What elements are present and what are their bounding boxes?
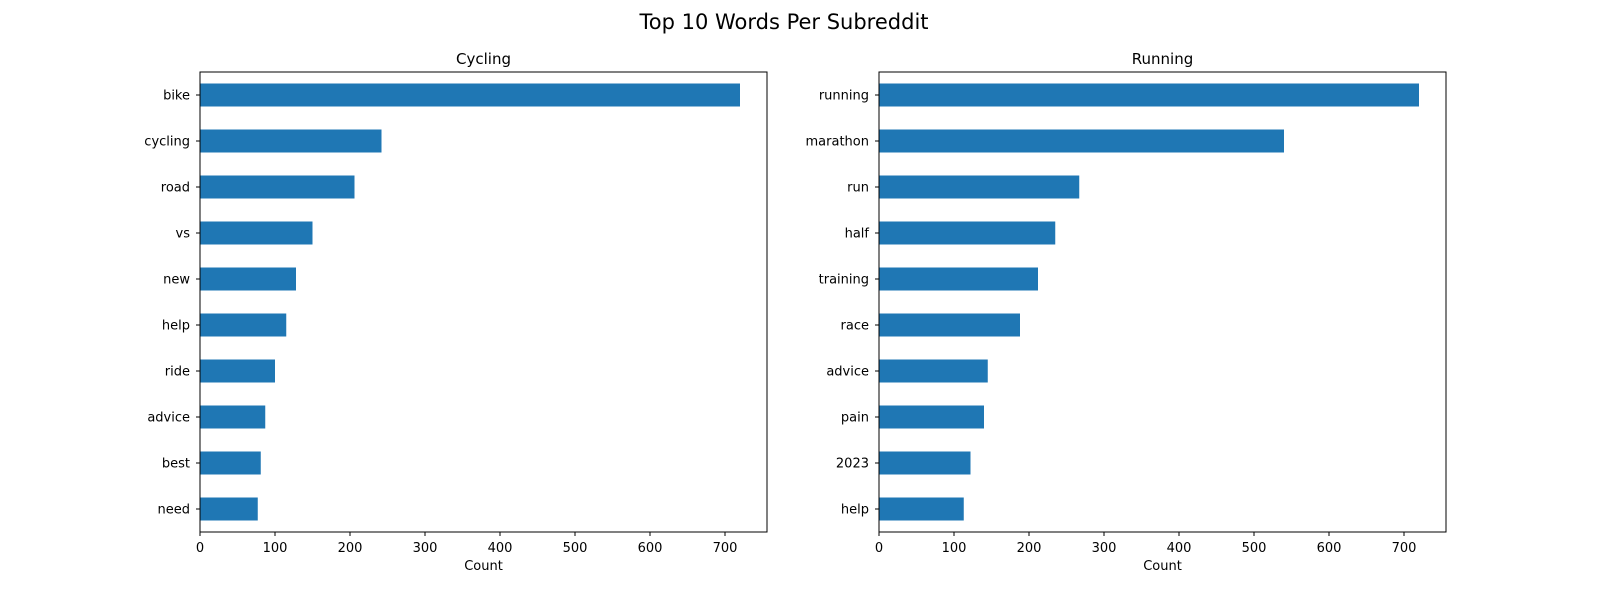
ytick-label-help: help: [162, 319, 190, 334]
xtick-label: 700: [713, 541, 738, 556]
bar-cycling-need: [200, 497, 258, 521]
ytick-label-new: new: [163, 273, 190, 288]
ytick-label-pain: pain: [841, 411, 869, 426]
cycling-title: Cycling: [456, 50, 511, 68]
xtick-label: 200: [1017, 541, 1042, 556]
ytick-label-marathon: marathon: [806, 135, 869, 150]
bar-running-race: [879, 313, 1020, 337]
xtick-label: 600: [1317, 541, 1342, 556]
xtick-label: 700: [1392, 541, 1417, 556]
xtick-label: 400: [488, 541, 513, 556]
bar-running-marathon: [879, 129, 1284, 153]
ytick-label-need: need: [158, 503, 191, 518]
bar-running-help: [879, 497, 964, 521]
cycling-frame: [199, 71, 768, 533]
ytick-label-best: best: [162, 457, 190, 472]
bar-cycling-best: [200, 451, 261, 475]
ytick-label-running: running: [819, 89, 869, 104]
ytick-label-road: road: [161, 181, 190, 196]
cycling-xlabel: Count: [464, 559, 503, 574]
axes-container: Cycling bike cycling road vs new help ride advic…: [144, 50, 1447, 574]
bar-running-pain: [879, 405, 984, 429]
ytick-label-bike: bike: [163, 89, 190, 104]
xtick-label: 100: [942, 541, 967, 556]
cycling-axes: Cycling bike cycling road vs new help ride advic…: [144, 50, 768, 574]
bar-cycling-new: [200, 267, 296, 291]
bar-running-2023: [879, 451, 971, 475]
bar-cycling-road: [200, 175, 355, 199]
running-title: Running: [1132, 50, 1193, 68]
xtick-label: 0: [875, 541, 883, 556]
bar-running-advice: [879, 359, 988, 383]
xtick-label: 500: [1242, 541, 1267, 556]
xtick-label: 0: [196, 541, 204, 556]
running-axes: Running running marathon run half training rac…: [806, 50, 1447, 574]
xtick-label: 400: [1167, 541, 1192, 556]
ytick-label-2023: 2023: [836, 457, 869, 472]
bar-running-running: [879, 83, 1419, 107]
xtick-label: 600: [638, 541, 663, 556]
running-frame: [878, 71, 1447, 533]
bar-cycling-help: [200, 313, 287, 337]
xtick-label: 300: [413, 541, 438, 556]
xtick-label: 100: [263, 541, 288, 556]
xtick-label: 200: [338, 541, 363, 556]
ytick-label-race: race: [841, 319, 869, 334]
bar-cycling-bike: [200, 83, 740, 107]
ytick-label-run: run: [847, 181, 869, 196]
bar-running-run: [879, 175, 1080, 199]
bar-cycling-ride: [200, 359, 275, 383]
running-xlabel: Count: [1143, 559, 1182, 574]
ytick-label-vs: vs: [176, 227, 191, 242]
ytick-label-advice: advice: [826, 365, 869, 380]
figure-title: Top 10 Words Per Subreddit: [638, 10, 928, 34]
bar-running-half: [879, 221, 1056, 245]
ytick-label-advice: advice: [147, 411, 190, 426]
ytick-label-half: half: [845, 227, 870, 242]
ytick-label-ride: ride: [165, 365, 190, 380]
xtick-label: 300: [1092, 541, 1117, 556]
bar-cycling-advice: [200, 405, 266, 429]
ytick-label-help: help: [841, 503, 869, 518]
bar-running-training: [879, 267, 1038, 291]
ytick-label-cycling: cycling: [144, 135, 190, 150]
bar-cycling-vs: [200, 221, 313, 245]
xtick-label: 500: [563, 541, 588, 556]
ytick-label-training: training: [819, 273, 869, 288]
bar-cycling-cycling: [200, 129, 382, 153]
